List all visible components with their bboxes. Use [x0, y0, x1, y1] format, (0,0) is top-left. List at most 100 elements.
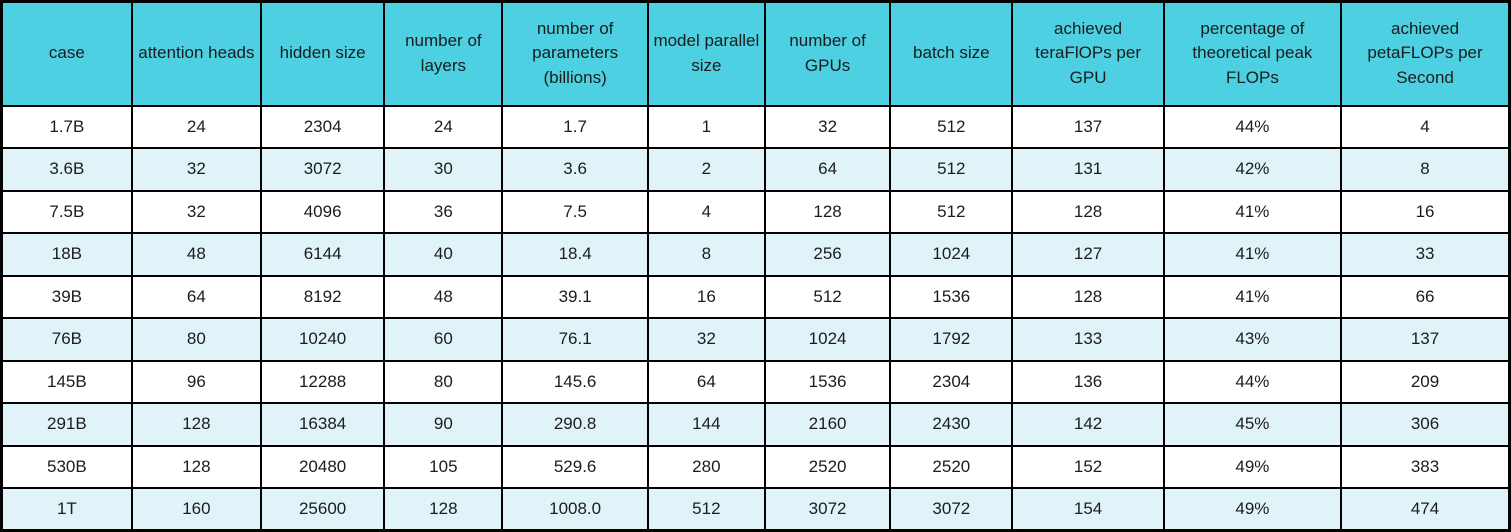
table-cell: 145.6 [501, 359, 649, 404]
table-cell: 154 [1011, 487, 1165, 532]
table-cell: 90 [383, 402, 504, 447]
table-row: 39B 64 8192 48 39.1 16 512 1536 128 41% 66 [0, 274, 1511, 319]
table-cell: 1536 [889, 274, 1014, 319]
table-cell: 1024 [763, 317, 892, 362]
table-cell: 128 [763, 189, 892, 234]
table-cell: 2 [646, 147, 766, 192]
column-header: hidden size [259, 0, 386, 107]
table-cell: 1 [646, 104, 766, 149]
table-cell: 32 [130, 189, 263, 234]
table-cell: 1536 [763, 359, 892, 404]
table-cell: 137 [1340, 317, 1511, 362]
table-cell: 24 [383, 104, 504, 149]
table-cell: 1792 [889, 317, 1014, 362]
table-cell: 2520 [763, 444, 892, 489]
table-row: 3.6B 32 3072 30 3.6 2 64 512 131 42% 8 [0, 147, 1511, 192]
table-cell: 48 [130, 232, 263, 277]
table-cell: 33 [1340, 232, 1511, 277]
table-cell: 137 [1011, 104, 1165, 149]
column-header: percentage of theoretical peak FLOPs [1162, 0, 1343, 107]
column-header: achieved teraFlOPs per GPU [1011, 0, 1165, 107]
table-cell: 36 [383, 189, 504, 234]
table-cell: 25600 [259, 487, 386, 532]
column-header: model parallel size [646, 0, 766, 107]
table-cell: 128 [1011, 189, 1165, 234]
table-cell: 10240 [259, 317, 386, 362]
table-cell: 8 [1340, 147, 1511, 192]
table-cell: 49% [1162, 487, 1343, 532]
table-cell: 2160 [763, 402, 892, 447]
table-cell: 64 [130, 274, 263, 319]
table-cell: 512 [889, 104, 1014, 149]
table-cell: 290.8 [501, 402, 649, 447]
table-cell: 3072 [259, 147, 386, 192]
table-cell: 128 [130, 444, 263, 489]
table-cell: 18.4 [501, 232, 649, 277]
table-cell: 2304 [259, 104, 386, 149]
table-cell: 306 [1340, 402, 1511, 447]
table-cell: 8192 [259, 274, 386, 319]
column-header: number of GPUs [763, 0, 892, 107]
table-cell: 280 [646, 444, 766, 489]
table-cell: 1T [0, 487, 133, 532]
table-cell: 131 [1011, 147, 1165, 192]
table-cell: 45% [1162, 402, 1343, 447]
table-cell: 39.1 [501, 274, 649, 319]
table-cell: 24 [130, 104, 263, 149]
table-row: 7.5B 32 4096 36 7.5 4 128 512 128 41% 16 [0, 189, 1511, 234]
table-cell: 96 [130, 359, 263, 404]
table-row: 76B 80 10240 60 76.1 32 1024 1792 133 43% 137 [0, 317, 1511, 362]
table-cell: 127 [1011, 232, 1165, 277]
table-cell: 48 [383, 274, 504, 319]
table-row: 291B 128 16384 90 290.8 144 2160 2430 142 45% 306 [0, 402, 1511, 447]
table-cell: 32 [646, 317, 766, 362]
table-cell: 4 [646, 189, 766, 234]
table-cell: 41% [1162, 189, 1343, 234]
table-row: 145B 96 12288 80 145.6 64 1536 2304 136 44% 209 [0, 359, 1511, 404]
table-cell: 3.6 [501, 147, 649, 192]
table-cell: 41% [1162, 274, 1343, 319]
table-cell: 145B [0, 359, 133, 404]
table-cell: 383 [1340, 444, 1511, 489]
table-cell: 43% [1162, 317, 1343, 362]
table-cell: 66 [1340, 274, 1511, 319]
table-row: 530B 128 20480 105 529.6 280 2520 2520 152 49% 383 [0, 444, 1511, 489]
table-cell: 76.1 [501, 317, 649, 362]
column-header: batch size [889, 0, 1014, 107]
table-cell: 152 [1011, 444, 1165, 489]
table-cell: 32 [130, 147, 263, 192]
table-cell: 128 [130, 402, 263, 447]
table-cell: 512 [889, 147, 1014, 192]
table-cell: 1008.0 [501, 487, 649, 532]
table-cell: 18B [0, 232, 133, 277]
table-cell: 512 [889, 189, 1014, 234]
table-row: 1.7B 24 2304 24 1.7 1 32 512 137 44% 4 [0, 104, 1511, 149]
table-cell: 80 [383, 359, 504, 404]
table-cell: 136 [1011, 359, 1165, 404]
table-cell: 7.5 [501, 189, 649, 234]
table-cell: 128 [1011, 274, 1165, 319]
table-cell: 105 [383, 444, 504, 489]
table-cell: 1.7B [0, 104, 133, 149]
table-cell: 42% [1162, 147, 1343, 192]
table-cell: 44% [1162, 104, 1343, 149]
table-cell: 49% [1162, 444, 1343, 489]
table-header: case attention heads hidden size number of … [0, 0, 1511, 107]
column-header: number of layers [383, 0, 504, 107]
table-cell: 4 [1340, 104, 1511, 149]
table-cell: 76B [0, 317, 133, 362]
table-cell: 512 [646, 487, 766, 532]
table-cell: 20480 [259, 444, 386, 489]
table-cell: 144 [646, 402, 766, 447]
table-cell: 44% [1162, 359, 1343, 404]
table-cell: 39B [0, 274, 133, 319]
table-row: 1T 160 25600 128 1008.0 512 3072 3072 154 49% 474 [0, 487, 1511, 532]
table-cell: 530B [0, 444, 133, 489]
table-cell: 41% [1162, 232, 1343, 277]
table-cell: 1024 [889, 232, 1014, 277]
column-header: achieved petaFLOPs per Second [1340, 0, 1511, 107]
table-row: 18B 48 6144 40 18.4 8 256 1024 127 41% 33 [0, 232, 1511, 277]
column-header: case [0, 0, 133, 107]
table-cell: 16384 [259, 402, 386, 447]
